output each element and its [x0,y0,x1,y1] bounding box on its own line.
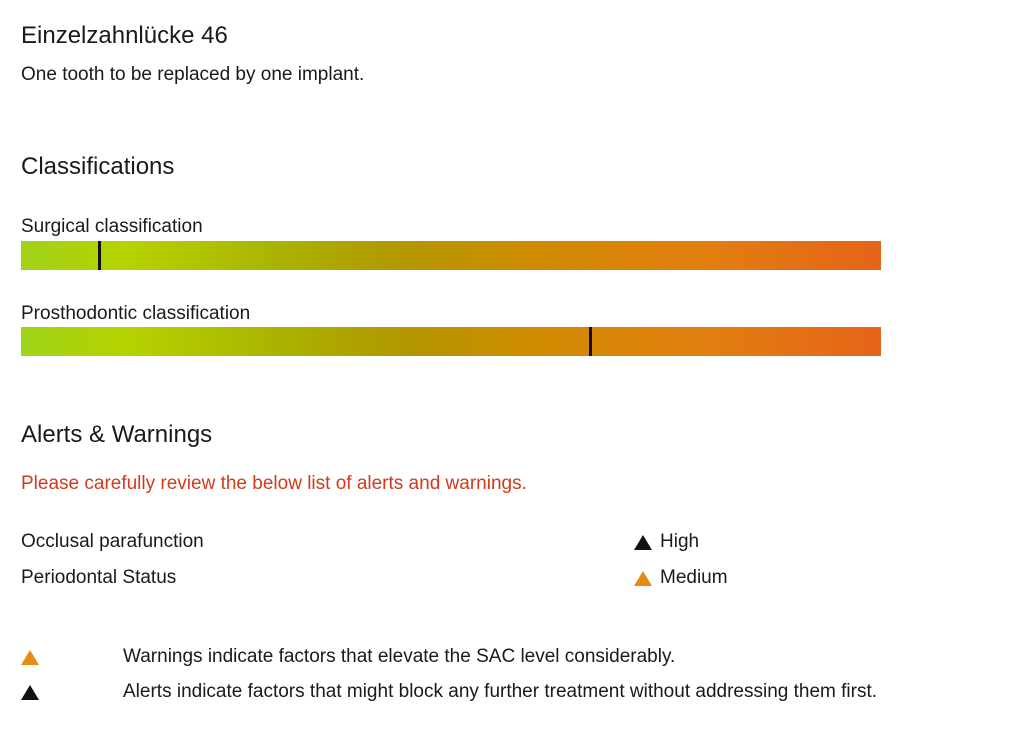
alert-item-label: Periodontal Status [21,567,177,588]
alert-item-level: Medium [634,567,728,589]
alert-triangle-black-icon [634,534,652,550]
surgical-classification-marker [98,241,101,270]
alert-item-level: High [634,531,699,553]
prosthodontic-classification-label: Prosthodontic classification [21,303,251,324]
page-title: Einzelzahnlücke 46 [21,22,228,49]
legend-alert-text: Alerts indicate factors that might block… [123,681,878,702]
alerts-heading: Alerts & Warnings [21,421,213,448]
alert-triangle-black-icon [21,685,39,700]
surgical-classification-bar [21,241,881,270]
prosthodontic-classification-bar [21,327,881,356]
page-subtitle: One tooth to be replaced by one implant. [21,64,365,85]
classifications-heading: Classifications [21,153,175,180]
alert-item-label: Occlusal parafunction [21,531,204,552]
surgical-classification-label: Surgical classification [21,216,203,237]
legend-warning-text: Warnings indicate factors that elevate t… [123,646,676,667]
warning-triangle-orange-icon [21,650,39,665]
alert-item-level-text: Medium [660,567,728,588]
alerts-intro-text: Please carefully review the below list o… [21,473,527,494]
alert-item-level-text: High [660,531,700,552]
prosthodontic-classification-marker [589,327,592,356]
warning-triangle-orange-icon [634,570,652,586]
